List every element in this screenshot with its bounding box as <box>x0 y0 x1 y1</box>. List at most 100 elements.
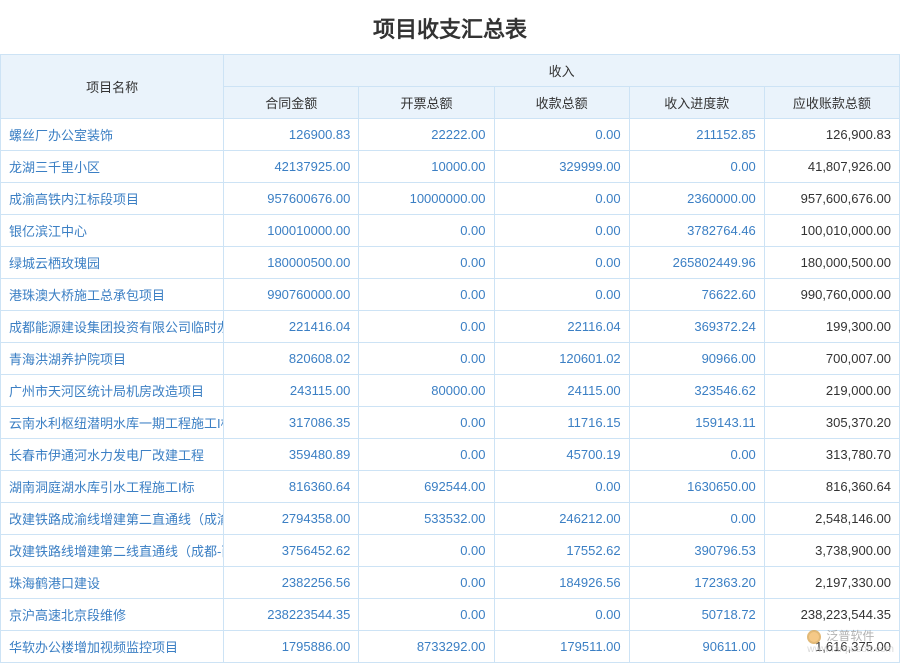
header-col-invoice[interactable]: 开票总额 <box>359 87 494 119</box>
value-cell[interactable]: 246212.00 <box>494 503 629 535</box>
value-cell[interactable]: 2,197,330.00 <box>764 567 899 599</box>
value-cell[interactable]: 80000.00 <box>359 375 494 407</box>
project-name-cell[interactable]: 成渝高铁内江标段项目 <box>1 183 224 215</box>
value-cell[interactable]: 11716.15 <box>494 407 629 439</box>
project-name-cell[interactable]: 港珠澳大桥施工总承包项目 <box>1 279 224 311</box>
value-cell[interactable]: 700,007.00 <box>764 343 899 375</box>
value-cell[interactable]: 0.00 <box>359 567 494 599</box>
value-cell[interactable]: 199,300.00 <box>764 311 899 343</box>
value-cell[interactable]: 816360.64 <box>224 471 359 503</box>
value-cell[interactable]: 816,360.64 <box>764 471 899 503</box>
value-cell[interactable]: 42137925.00 <box>224 151 359 183</box>
value-cell[interactable]: 90611.00 <box>629 631 764 663</box>
project-name-cell[interactable]: 青海洪湖养护院项目 <box>1 343 224 375</box>
value-cell[interactable]: 313,780.70 <box>764 439 899 471</box>
value-cell[interactable]: 1630650.00 <box>629 471 764 503</box>
value-cell[interactable]: 2794358.00 <box>224 503 359 535</box>
value-cell[interactable]: 265802449.96 <box>629 247 764 279</box>
value-cell[interactable]: 126900.83 <box>224 119 359 151</box>
value-cell[interactable]: 0.00 <box>494 279 629 311</box>
value-cell[interactable]: 329999.00 <box>494 151 629 183</box>
value-cell[interactable]: 0.00 <box>494 247 629 279</box>
value-cell[interactable]: 1,616,375.00 <box>764 631 899 663</box>
project-name-cell[interactable]: 成都能源建设集团投资有限公司临时办公场所装修 <box>1 311 224 343</box>
value-cell[interactable]: 24115.00 <box>494 375 629 407</box>
value-cell[interactable]: 0.00 <box>359 439 494 471</box>
project-name-cell[interactable]: 广州市天河区统计局机房改造项目 <box>1 375 224 407</box>
value-cell[interactable]: 533532.00 <box>359 503 494 535</box>
value-cell[interactable]: 390796.53 <box>629 535 764 567</box>
value-cell[interactable]: 90966.00 <box>629 343 764 375</box>
project-name-cell[interactable]: 改建铁路线增建第二线直通线（成都-西安）电力线 <box>1 535 224 567</box>
value-cell[interactable]: 0.00 <box>629 439 764 471</box>
project-name-cell[interactable]: 改建铁路成渝线增建第二直通线（成渝枢纽）电力 <box>1 503 224 535</box>
value-cell[interactable]: 0.00 <box>359 407 494 439</box>
value-cell[interactable]: 238223544.35 <box>224 599 359 631</box>
value-cell[interactable]: 0.00 <box>359 599 494 631</box>
header-col-contract[interactable]: 合同金额 <box>224 87 359 119</box>
value-cell[interactable]: 180,000,500.00 <box>764 247 899 279</box>
value-cell[interactable]: 317086.35 <box>224 407 359 439</box>
value-cell[interactable]: 0.00 <box>494 215 629 247</box>
value-cell[interactable]: 0.00 <box>629 503 764 535</box>
project-name-cell[interactable]: 云南水利枢纽潜明水库一期工程施工I标 <box>1 407 224 439</box>
project-name-cell[interactable]: 珠海鹤港口建设 <box>1 567 224 599</box>
value-cell[interactable]: 0.00 <box>359 279 494 311</box>
value-cell[interactable]: 8733292.00 <box>359 631 494 663</box>
value-cell[interactable]: 0.00 <box>494 183 629 215</box>
value-cell[interactable]: 238,223,544.35 <box>764 599 899 631</box>
project-name-cell[interactable]: 龙湖三千里小区 <box>1 151 224 183</box>
value-cell[interactable]: 184926.56 <box>494 567 629 599</box>
value-cell[interactable]: 2382256.56 <box>224 567 359 599</box>
project-name-cell[interactable]: 长春市伊通河水力发电厂改建工程 <box>1 439 224 471</box>
value-cell[interactable]: 692544.00 <box>359 471 494 503</box>
value-cell[interactable]: 10000000.00 <box>359 183 494 215</box>
value-cell[interactable]: 22222.00 <box>359 119 494 151</box>
header-col-receipt[interactable]: 收款总额 <box>494 87 629 119</box>
header-project-name[interactable]: 项目名称 <box>1 55 224 119</box>
value-cell[interactable]: 305,370.20 <box>764 407 899 439</box>
header-col-progress[interactable]: 收入进度款 <box>629 87 764 119</box>
value-cell[interactable]: 0.00 <box>359 535 494 567</box>
value-cell[interactable]: 0.00 <box>359 247 494 279</box>
value-cell[interactable]: 0.00 <box>359 215 494 247</box>
value-cell[interactable]: 2360000.00 <box>629 183 764 215</box>
project-name-cell[interactable]: 螺丝厂办公室装饰 <box>1 119 224 151</box>
value-cell[interactable]: 0.00 <box>494 471 629 503</box>
value-cell[interactable]: 359480.89 <box>224 439 359 471</box>
value-cell[interactable]: 820608.02 <box>224 343 359 375</box>
value-cell[interactable]: 100,010,000.00 <box>764 215 899 247</box>
value-cell[interactable]: 957600676.00 <box>224 183 359 215</box>
value-cell[interactable]: 100010000.00 <box>224 215 359 247</box>
value-cell[interactable]: 211152.85 <box>629 119 764 151</box>
value-cell[interactable]: 10000.00 <box>359 151 494 183</box>
value-cell[interactable]: 0.00 <box>629 151 764 183</box>
value-cell[interactable]: 369372.24 <box>629 311 764 343</box>
value-cell[interactable]: 76622.60 <box>629 279 764 311</box>
value-cell[interactable]: 45700.19 <box>494 439 629 471</box>
value-cell[interactable]: 990,760,000.00 <box>764 279 899 311</box>
value-cell[interactable]: 0.00 <box>494 599 629 631</box>
value-cell[interactable]: 179511.00 <box>494 631 629 663</box>
project-name-cell[interactable]: 华软办公楼增加视频监控项目 <box>1 631 224 663</box>
value-cell[interactable]: 17552.62 <box>494 535 629 567</box>
value-cell[interactable]: 22116.04 <box>494 311 629 343</box>
value-cell[interactable]: 180000500.00 <box>224 247 359 279</box>
value-cell[interactable]: 126,900.83 <box>764 119 899 151</box>
project-name-cell[interactable]: 湖南洞庭湖水库引水工程施工I标 <box>1 471 224 503</box>
value-cell[interactable]: 0.00 <box>359 343 494 375</box>
value-cell[interactable]: 50718.72 <box>629 599 764 631</box>
project-name-cell[interactable]: 银亿滨江中心 <box>1 215 224 247</box>
project-name-cell[interactable]: 京沪高速北京段维修 <box>1 599 224 631</box>
value-cell[interactable]: 41,807,926.00 <box>764 151 899 183</box>
value-cell[interactable]: 3782764.46 <box>629 215 764 247</box>
value-cell[interactable]: 159143.11 <box>629 407 764 439</box>
value-cell[interactable]: 3756452.62 <box>224 535 359 567</box>
value-cell[interactable]: 219,000.00 <box>764 375 899 407</box>
value-cell[interactable]: 221416.04 <box>224 311 359 343</box>
value-cell[interactable]: 172363.20 <box>629 567 764 599</box>
value-cell[interactable]: 1795886.00 <box>224 631 359 663</box>
project-name-cell[interactable]: 绿城云栖玫瑰园 <box>1 247 224 279</box>
value-cell[interactable]: 323546.62 <box>629 375 764 407</box>
value-cell[interactable]: 3,738,900.00 <box>764 535 899 567</box>
